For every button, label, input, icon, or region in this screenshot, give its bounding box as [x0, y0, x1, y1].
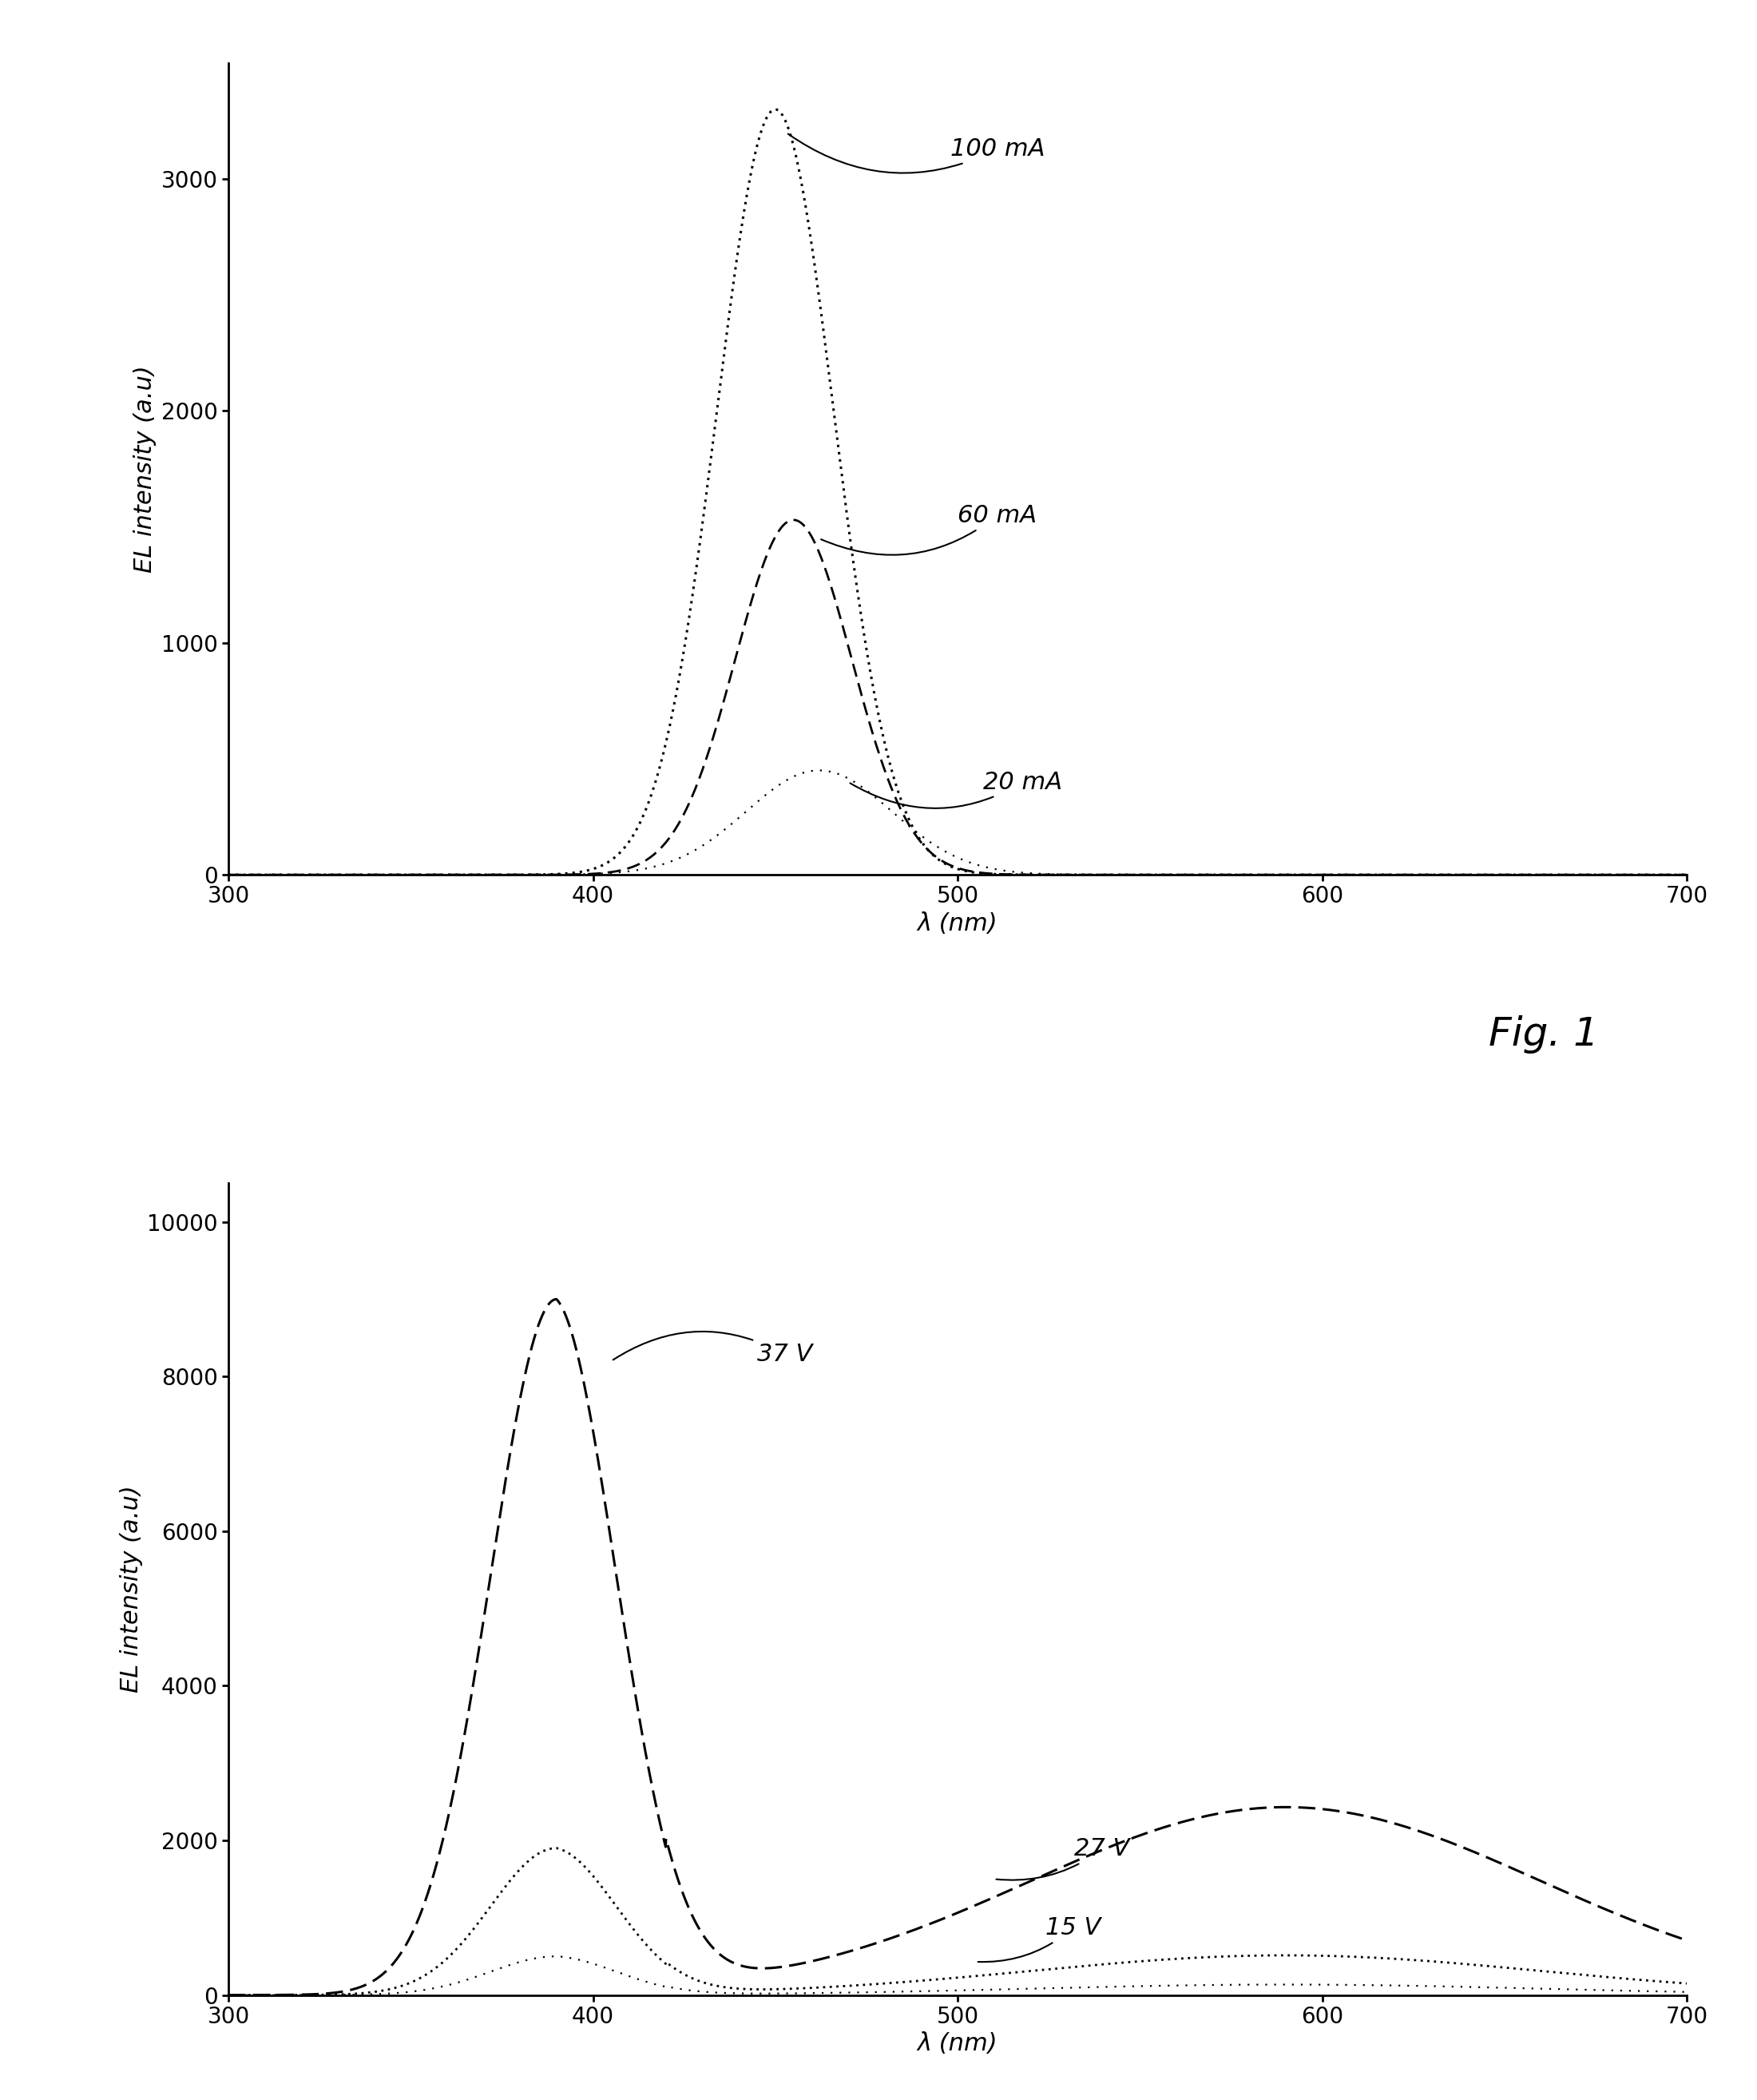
Y-axis label: EL intensity (a.u): EL intensity (a.u)	[119, 1485, 142, 1693]
Text: Fig. 1: Fig. 1	[1488, 1014, 1599, 1054]
Text: 27 V: 27 V	[996, 1838, 1130, 1880]
X-axis label: λ (nm): λ (nm)	[917, 911, 998, 935]
Y-axis label: EL intensity (a.u): EL intensity (a.u)	[134, 365, 156, 573]
X-axis label: λ (nm): λ (nm)	[917, 2033, 998, 2056]
Text: 60 mA: 60 mA	[821, 504, 1037, 554]
Text: 37 V: 37 V	[613, 1331, 812, 1365]
Text: 100 mA: 100 mA	[789, 134, 1045, 172]
Text: 15 V: 15 V	[979, 1917, 1100, 1961]
Text: 20 mA: 20 mA	[850, 771, 1063, 808]
